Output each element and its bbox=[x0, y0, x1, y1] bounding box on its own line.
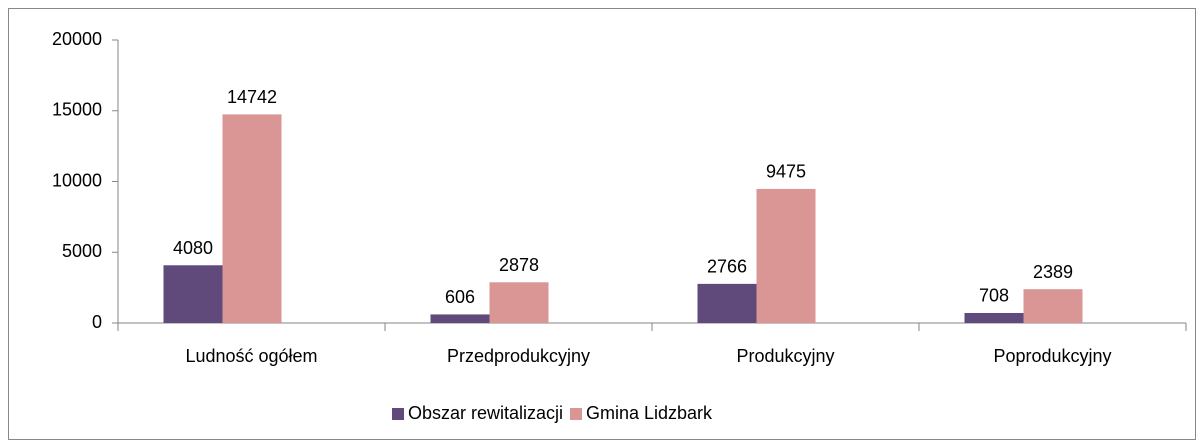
y-tick-label: 20000 bbox=[52, 29, 102, 49]
x-tick-label: Produkcyjny bbox=[736, 346, 834, 366]
bar bbox=[163, 265, 223, 323]
bar bbox=[756, 188, 816, 323]
legend-label: Obszar rewitalizacji bbox=[408, 403, 563, 423]
data-label: 2389 bbox=[1033, 262, 1073, 282]
data-label: 4080 bbox=[173, 238, 213, 258]
bar bbox=[964, 312, 1024, 323]
data-label: 9475 bbox=[766, 162, 806, 182]
legend-label: Gmina Lidzbark bbox=[586, 403, 713, 423]
chart-border bbox=[8, 8, 1196, 440]
data-label: 2878 bbox=[499, 255, 539, 275]
x-tick-label: Ludność ogółem bbox=[185, 346, 317, 366]
bar bbox=[222, 114, 282, 324]
y-tick-label: 5000 bbox=[62, 241, 102, 261]
y-tick-label: 10000 bbox=[52, 170, 102, 190]
bar bbox=[697, 283, 757, 323]
x-tick-label: Przedprodukcyjny bbox=[447, 346, 590, 366]
data-label: 2766 bbox=[707, 257, 747, 277]
y-tick-label: 0 bbox=[92, 312, 102, 332]
data-label: 14742 bbox=[227, 87, 277, 107]
bar bbox=[430, 314, 490, 323]
data-label: 708 bbox=[979, 286, 1009, 306]
y-tick-label: 15000 bbox=[52, 100, 102, 120]
bar bbox=[1023, 289, 1083, 323]
data-label: 606 bbox=[445, 287, 475, 307]
legend-swatch bbox=[570, 408, 582, 420]
x-tick-label: Poprodukcyjny bbox=[993, 346, 1111, 366]
legend-swatch bbox=[392, 408, 404, 420]
bar bbox=[489, 282, 549, 323]
